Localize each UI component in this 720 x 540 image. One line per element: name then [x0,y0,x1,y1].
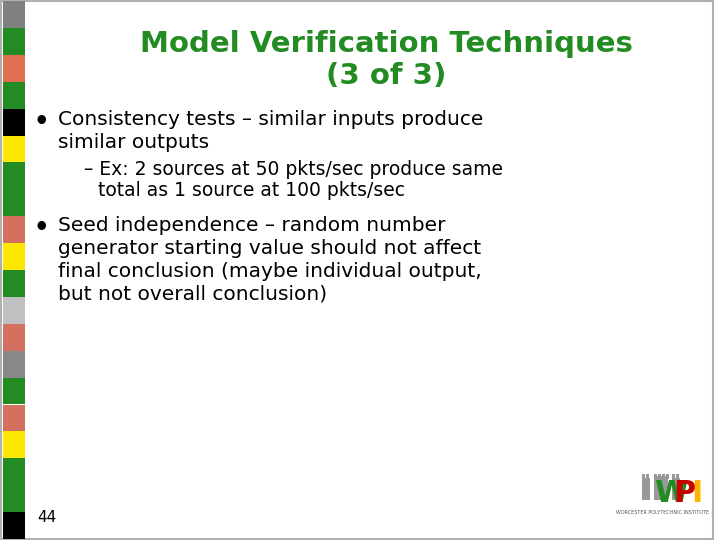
Text: but not overall conclusion): but not overall conclusion) [58,285,327,304]
Bar [658,474,661,479]
Bar [3,109,24,136]
Bar [647,474,649,479]
Text: Consistency tests – similar inputs produce: Consistency tests – similar inputs produ… [58,110,483,129]
Bar [642,474,645,479]
Text: P: P [673,479,696,508]
Text: final conclusion (maybe individual output,: final conclusion (maybe individual outpu… [58,262,481,281]
Bar [3,324,24,350]
Bar [3,243,24,270]
Bar [3,270,24,297]
Bar [3,136,24,163]
Text: (3 of 3): (3 of 3) [326,62,447,90]
Bar [3,350,24,377]
Text: 44: 44 [37,510,57,525]
Bar [3,163,24,190]
Text: •: • [34,216,50,240]
Bar [3,485,24,512]
Bar [642,478,650,500]
Bar [3,82,24,109]
Text: similar outputs: similar outputs [58,133,209,152]
Bar [3,55,24,82]
Bar [666,474,669,479]
Text: generator starting value should not affect: generator starting value should not affe… [58,239,481,258]
Bar [3,1,24,28]
Bar [3,377,24,404]
Bar [3,431,24,458]
Bar [672,478,680,500]
Text: Model Verification Techniques: Model Verification Techniques [140,30,633,58]
Text: I: I [691,479,703,508]
Text: total as 1 source at 100 pkts/sec: total as 1 source at 100 pkts/sec [98,181,405,200]
Text: W: W [654,479,688,508]
Bar [3,404,24,431]
Bar [3,190,24,216]
Bar [3,216,24,243]
Bar [3,512,24,539]
Text: WORCESTER POLYTECHNIC INSTITUTE: WORCESTER POLYTECHNIC INSTITUTE [616,510,708,515]
Text: Seed independence – random number: Seed independence – random number [58,216,445,235]
Bar [3,28,24,55]
Bar [654,476,668,500]
Text: – Ex: 2 sources at 50 pkts/sec produce same: – Ex: 2 sources at 50 pkts/sec produce s… [84,160,503,179]
Bar [672,474,675,479]
Bar [3,297,24,324]
Bar [654,474,657,479]
Bar [676,474,679,479]
Bar [3,458,24,485]
Bar [662,474,665,479]
Text: •: • [34,110,50,134]
